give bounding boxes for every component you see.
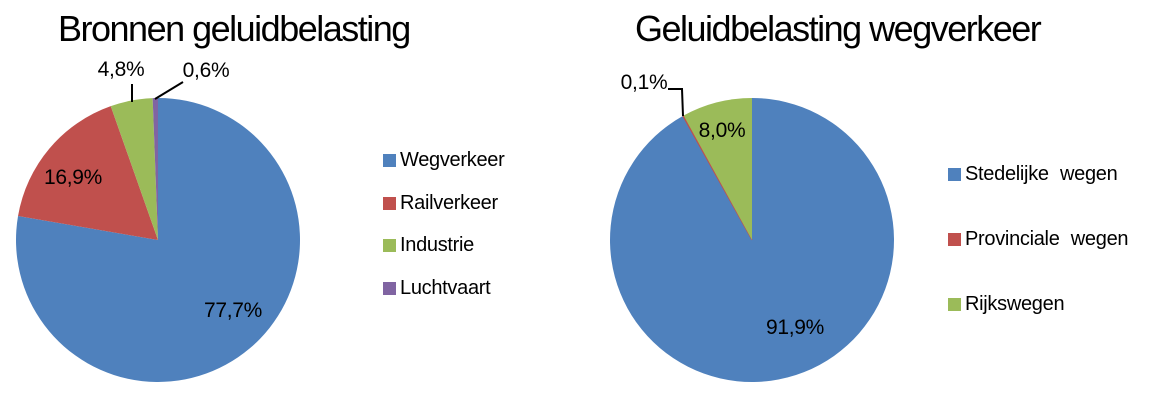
legend-swatch-wegverkeer <box>383 154 396 167</box>
pie-geluidbelasting-wegverkeer <box>610 88 895 382</box>
legend-swatch-provinciale-wegen <box>948 233 961 246</box>
legend-label-industrie: Industrie <box>400 234 475 256</box>
legend-swatch-rijkswegen <box>948 298 961 311</box>
legend-label-provinciale-wegen: Provinciale wegen <box>965 228 1129 250</box>
data-label-provinciale-wegen: 0,1% <box>620 71 668 94</box>
chart-title-wegverkeer: Geluidbelasting wegverkeer <box>635 8 1042 49</box>
legend-item-rijkswegen: Rijkswegen <box>948 293 1128 315</box>
leader-line-luchtvaart <box>154 81 184 100</box>
legend-label-railverkeer: Railverkeer <box>400 191 498 214</box>
pie-slices-wegverkeer <box>610 97 895 382</box>
legend-swatch-stedelijke-wegen <box>948 168 961 181</box>
data-label-wegverkeer: 77,7% <box>203 299 263 322</box>
legend-item-industrie: Industrie <box>383 234 504 256</box>
legend-swatch-luchtvaart <box>383 281 396 295</box>
legend-item-railverkeer: Railverkeer <box>383 191 504 214</box>
chart-title-bronnen: Bronnen geluidbelasting <box>58 8 411 49</box>
data-label-stedelijke-wegen: 91,9% <box>765 316 825 339</box>
pie-bronnen-geluidbelasting <box>16 81 301 382</box>
data-label-rijkswegen: 8,0% <box>698 119 746 142</box>
legend-swatch-railverkeer <box>383 196 396 210</box>
legend-label-stedelijke-wegen: Stedelijke wegen <box>965 163 1118 185</box>
legend-item-stedelijke-wegen: Stedelijke wegen <box>948 163 1128 185</box>
leader-line-provinciale-wegen <box>668 88 684 117</box>
data-label-railverkeer: 16,9% <box>43 166 103 189</box>
legend-label-wegverkeer: Wegverkeer <box>400 149 505 171</box>
legend-swatch-industrie <box>383 239 396 252</box>
pie-slices-bronnen <box>16 98 301 382</box>
legend-item-wegverkeer: Wegverkeer <box>383 149 505 171</box>
legend-label-rijkswegen: Rijkswegen <box>965 293 1065 315</box>
chart-panel-geluidbelasting-wegverkeer: Geluidbelasting wegverkeer 91,9% 0,1% 8,… <box>583 0 1166 400</box>
data-label-industrie: 4,8% <box>97 58 145 81</box>
legend-item-luchtvaart: Luchtvaart <box>383 276 504 299</box>
legend-label-luchtvaart: Luchtvaart <box>400 276 491 299</box>
legend-wegverkeer: Stedelijke wegen Provinciale wegen Rijks… <box>948 163 1129 359</box>
legend-bronnen: Wegverkeer Railverkeer Industrie Luchtva… <box>383 149 505 320</box>
chart-panel-bronnen-geluidbelasting: Bronnen geluidbelasting 77,7% 16,9% 4,8%… <box>16 8 505 382</box>
data-label-luchtvaart: 0,6% <box>182 59 230 82</box>
legend-item-provinciale-wegen: Provinciale wegen <box>948 228 1129 250</box>
